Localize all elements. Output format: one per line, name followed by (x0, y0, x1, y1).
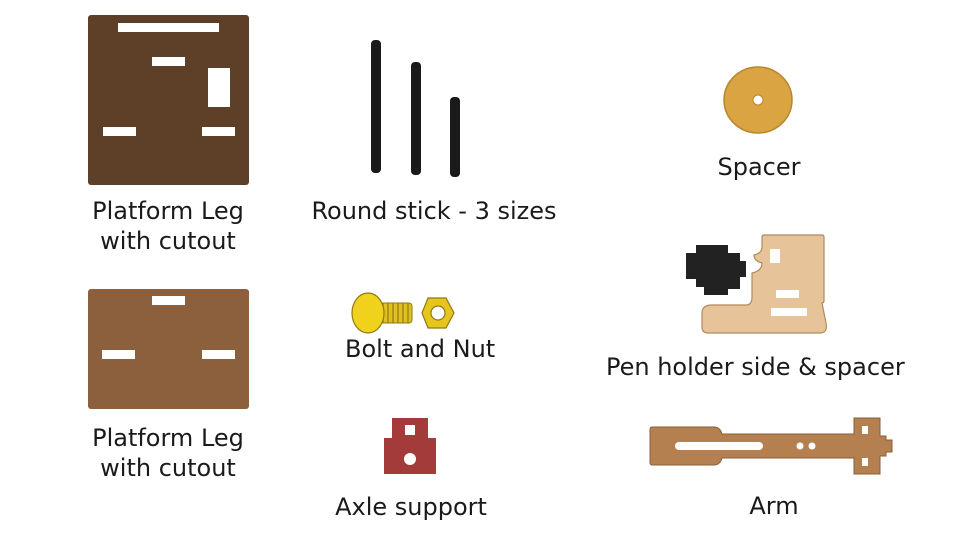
platform-leg-light-board (88, 289, 249, 409)
platform-leg-light (88, 289, 249, 409)
slot (102, 350, 135, 359)
arm (648, 416, 894, 476)
slot (202, 127, 235, 136)
pen-holder-spacer (686, 245, 746, 295)
label-line-2: with cutout (100, 454, 236, 482)
spacer-hole (752, 94, 764, 106)
nut (421, 297, 455, 329)
slot (103, 127, 136, 136)
pen-holder-side (701, 234, 827, 334)
platform-leg-light-label: Platform Leg with cutout (78, 423, 258, 483)
slot (152, 296, 185, 305)
bolt-and-nut-label: Bolt and Nut (345, 335, 496, 363)
bolt-head (351, 292, 385, 334)
round-sticks (360, 38, 470, 183)
platform-leg-dark-board (88, 15, 249, 185)
round-stick-label: Round stick - 3 sizes (311, 197, 557, 225)
platform-leg-dark (88, 15, 249, 185)
axle-support (382, 416, 438, 476)
pen-holder-label: Pen holder side & spacer (606, 353, 905, 381)
slot (152, 57, 185, 66)
spacer-label: Spacer (717, 153, 801, 181)
pen-holder (684, 233, 834, 336)
round-stick-long (371, 40, 381, 173)
slot (208, 68, 230, 107)
round-stick-medium (411, 62, 421, 175)
axle-support-label: Axle support (335, 493, 487, 521)
bolt (351, 292, 413, 334)
platform-leg-dark-label: Platform Leg with cutout (78, 196, 258, 256)
label-line-1: Platform Leg (92, 197, 244, 225)
arm-label: Arm (749, 492, 799, 520)
spacer (722, 66, 794, 134)
label-line-2: with cutout (100, 227, 236, 255)
slot (118, 23, 219, 32)
round-stick-short (450, 97, 460, 177)
label-line-1: Platform Leg (92, 424, 244, 452)
bolt-and-nut (350, 291, 460, 335)
slot (202, 350, 235, 359)
